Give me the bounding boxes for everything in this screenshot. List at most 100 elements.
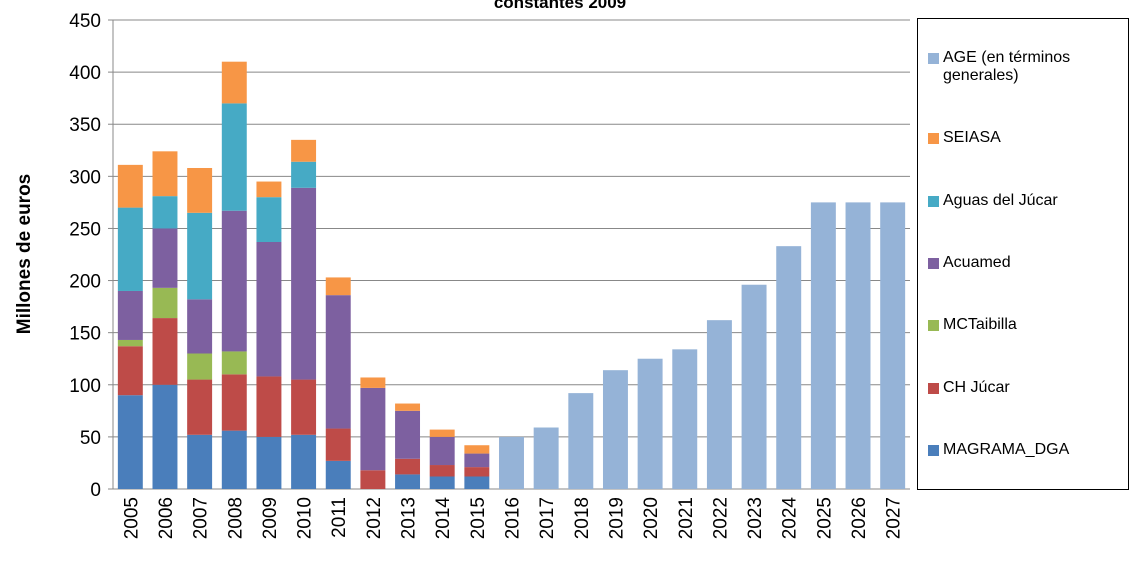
legend-item: AGE (en términos generales) [928,49,1120,85]
bar-segment [152,228,178,288]
bar-segment [880,202,906,489]
x-tick-label: 2009 [260,497,281,539]
legend-swatch [928,382,939,394]
x-tick-label: 2007 [191,497,212,539]
x-tick-label: 2025 [814,497,835,539]
bar-segment [360,387,386,471]
bar-segment [706,320,732,489]
x-tick-label: 2021 [676,497,697,539]
x-tick-label: 2011 [329,497,350,538]
legend-item: SEIASA [928,129,1120,147]
bar-segment [464,453,490,468]
x-tick-label: 2006 [156,497,177,539]
bar-segment [291,379,317,435]
bar-segment [429,465,455,477]
bar-segment [845,202,871,489]
bar-segment [291,187,317,380]
y-tick-label: 400 [69,63,101,84]
x-tick-label: 2016 [503,497,524,539]
legend-item: CH Júcar [928,379,1120,397]
bar-segment [464,467,490,477]
bar-segment [117,164,143,208]
y-tick-label: 250 [69,219,101,240]
bar-segment [464,476,490,489]
bar-segment [117,395,143,489]
bar-segment [291,139,317,162]
legend-swatch [928,444,939,456]
bar-segment [395,458,421,475]
legend-swatch [928,257,939,269]
bar-segment [187,167,213,213]
y-tick-label: 150 [69,324,101,345]
bar-segment [499,436,524,489]
x-tick-label: 2018 [572,497,593,539]
legend-swatch [928,53,939,65]
bar-segment [221,351,247,375]
bar-segment [568,393,594,489]
bar-segment [360,377,386,388]
x-tick-label: 2012 [364,497,385,539]
bar-segment [325,277,351,296]
legend-label: MCTaibilla [943,316,1017,334]
x-tick-label: 2010 [295,497,316,539]
bar-segment [117,339,143,347]
bar-segment [325,428,351,461]
legend-label: AGE (en términos generales) [943,49,1071,85]
bar-segment [810,202,836,489]
y-tick-label: 0 [90,480,101,501]
x-tick-label: 2008 [225,497,246,539]
bar-segment [256,181,282,198]
legend-item: MAGRAMA_DGA [928,441,1120,459]
bar-segment [187,434,213,489]
bar-segment [221,374,247,431]
bar-segment [637,358,663,489]
y-axis-title: Millones de euros [14,174,35,334]
legend-swatch [928,133,939,145]
legend-item: MCTaibilla [928,316,1120,334]
x-tick-label: 2027 [884,497,905,539]
bar-segment [533,427,559,489]
bar-segment [152,151,178,197]
x-tick-label: 2022 [710,497,731,539]
bar-segment [187,379,213,435]
legend-label: CH Júcar [943,378,1010,396]
legend: AGE (en términos generales) SEIASA Aguas d… [917,18,1129,490]
y-tick-label: 200 [69,272,101,293]
bar-segment [325,460,351,489]
bar-segment [117,207,143,291]
legend-label: Acuamed [943,253,1011,271]
legend-item: Acuamed [928,254,1120,272]
y-tick-label: 50 [80,428,101,449]
legend-swatch [928,320,939,332]
bar-segment [152,287,178,319]
bar-segment [360,470,386,489]
bar-segment [221,61,247,104]
x-tick-label: 2024 [780,497,801,540]
x-tick-label: 2019 [606,497,627,539]
bar-segment [256,376,282,437]
y-tick-label: 350 [69,115,101,136]
bar-segment [256,436,282,489]
y-tick-label: 300 [69,167,101,188]
bar-segment [741,284,767,489]
bar-segment [187,212,213,300]
bar-segment [395,474,421,489]
legend-label: MAGRAMA_DGA [943,440,1070,458]
legend-swatch [928,195,939,207]
bar-segment [221,103,247,211]
bar-segment [395,403,421,411]
bar-segment [221,210,247,352]
bar-segment [429,436,455,466]
y-tick-label: 450 [69,11,101,32]
bar-segment [672,349,698,489]
x-tick-label: 2020 [641,497,662,539]
bar-segment [256,241,282,377]
x-tick-label: 2014 [433,497,454,540]
y-tick-label: 100 [69,376,101,397]
x-tick-label: 2017 [537,497,558,539]
legend-label: Aguas del Júcar [943,191,1058,209]
bar-segment [117,346,143,396]
bar-segment [464,445,490,454]
